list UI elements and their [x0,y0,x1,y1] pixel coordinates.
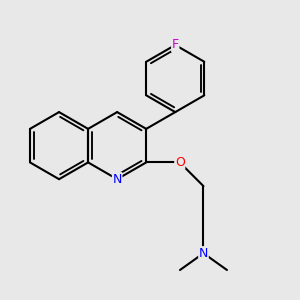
Text: F: F [172,38,179,52]
Text: N: N [112,173,122,186]
Text: O: O [175,156,185,169]
Text: N: N [199,247,208,260]
